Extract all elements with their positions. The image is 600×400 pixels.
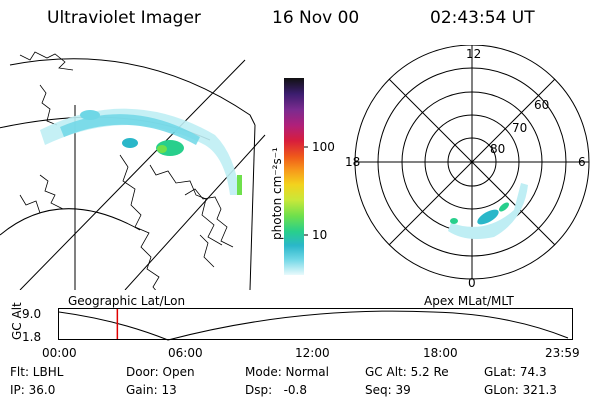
altitude-xtick-1200: 12:00 <box>295 346 330 360</box>
mlat-label-70: 70 <box>512 121 528 135</box>
gain-info: Gain: 13 <box>126 383 177 397</box>
polar-plot <box>354 45 590 280</box>
coastline <box>119 154 223 290</box>
mlat-label-60: 60 <box>534 98 550 112</box>
filter-info: Flt: LBHL <box>10 365 64 379</box>
header-date: 16 Nov 00 <box>272 8 360 28</box>
color-scale-label: photon cm⁻²s⁻¹ <box>270 147 284 240</box>
altitude-plot <box>58 308 573 341</box>
mode-info: Mode: Normal <box>245 365 329 379</box>
altitude-xtick-2359: 23:59 <box>545 346 580 360</box>
altitude-xtick-1800: 18:00 <box>423 346 458 360</box>
coastline <box>19 174 64 214</box>
altitude-ytick-high: 9.0 <box>22 307 42 321</box>
mlt-label-0: 0 <box>468 276 476 290</box>
coastline <box>19 51 74 126</box>
map-boundary-arc <box>9 58 256 126</box>
app-title: Ultraviolet Imager <box>47 8 201 28</box>
altitude-xtick-0600: 06:00 <box>168 346 203 360</box>
door-info: Door: Open <box>126 365 195 379</box>
aurora-oval <box>40 108 242 195</box>
glat-info: GLat: 74.3 <box>484 365 547 379</box>
polar-aurora <box>448 183 528 239</box>
coastline <box>184 188 234 268</box>
latitude-line <box>0 208 141 236</box>
mlt-diagonal <box>388 78 556 246</box>
mlt-label-12: 12 <box>466 47 482 61</box>
right-panel-label: Apex MLat/MLT <box>424 294 514 308</box>
altitude-ytick-low: 1.8 <box>22 330 42 344</box>
altitude-plot-frame <box>58 308 573 340</box>
gc-alt-info: GC Alt: 5.2 Re <box>365 365 449 379</box>
altitude-xtick-0000: 00:00 <box>42 346 77 360</box>
altitude-curve <box>58 310 569 341</box>
map-boundary-edge <box>249 124 256 290</box>
mlt-label-18: 18 <box>345 155 361 169</box>
ip-info: IP: 36.0 <box>10 383 56 397</box>
header-time: 02:43:54 UT <box>430 8 535 28</box>
geographic-map <box>0 51 266 290</box>
longitude-line <box>19 59 246 290</box>
mlat-label-80: 80 <box>490 142 506 156</box>
dsp-info: Dsp: -0.8 <box>245 383 308 397</box>
color-scale-tick-100: 100 <box>312 140 335 154</box>
longitude-line <box>124 134 266 290</box>
color-scale-tick-10: 10 <box>312 228 328 242</box>
color-scale-bar <box>284 78 304 275</box>
glon-info: GLon: 321.3 <box>484 383 557 397</box>
color-scale <box>284 78 308 275</box>
seq-info: Seq: 39 <box>365 383 411 397</box>
mlt-label-6: 6 <box>578 155 586 169</box>
left-panel-label: Geographic Lat/Lon <box>68 294 186 308</box>
